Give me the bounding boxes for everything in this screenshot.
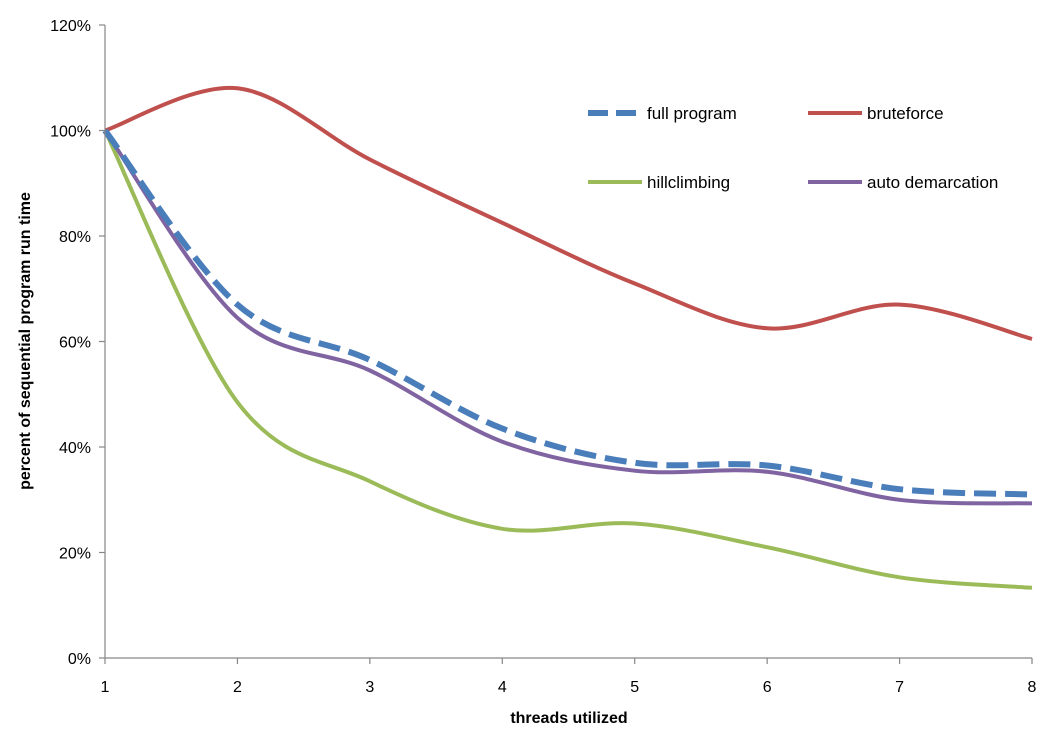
legend-label-hillclimbing: hillclimbing [647,173,730,192]
x-tick-label: 2 [233,679,242,696]
series-line-auto-demarcation [103,129,1033,506]
y-tick-label: 20% [59,546,91,563]
x-tick-label: 4 [498,679,507,696]
x-tick-label: 3 [365,679,374,696]
y-tick-label: 80% [59,229,91,246]
tick-labels: 0% 20% 40% 60% 80% 100% 120% 1 2 3 4 5 6 7 8 [50,18,1036,696]
y-tick-label: 100% [50,124,91,141]
y-axis-title: percent of sequential program run time [17,192,34,490]
legend-label-bruteforce: bruteforce [867,104,944,123]
legend-label-full-program: full program [647,104,737,123]
y-tick-label: 60% [59,335,91,352]
series-line-bruteforce [104,85,1033,341]
legend: full program bruteforce hillclimbing auto d… [588,104,998,192]
x-tick-label: 8 [1028,679,1037,696]
series-line-hillclimbing [103,129,1033,590]
y-tick-label: 120% [50,18,91,35]
x-tick-label: 5 [630,679,639,696]
series-line-full-program [102,128,1033,498]
x-tick-label: 1 [101,679,110,696]
plot-lines [102,85,1033,590]
axes [99,24,1033,664]
x-axis-title: threads utilized [510,710,627,727]
x-tick-label: 6 [763,679,772,696]
y-tick-label: 40% [59,440,91,457]
y-tick-label: 0% [68,651,91,668]
legend-label-auto-demarcation: auto demarcation [867,173,998,192]
x-tick-label: 7 [895,679,904,696]
